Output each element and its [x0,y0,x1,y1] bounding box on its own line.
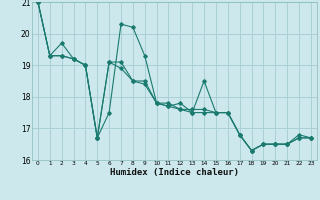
X-axis label: Humidex (Indice chaleur): Humidex (Indice chaleur) [110,168,239,177]
